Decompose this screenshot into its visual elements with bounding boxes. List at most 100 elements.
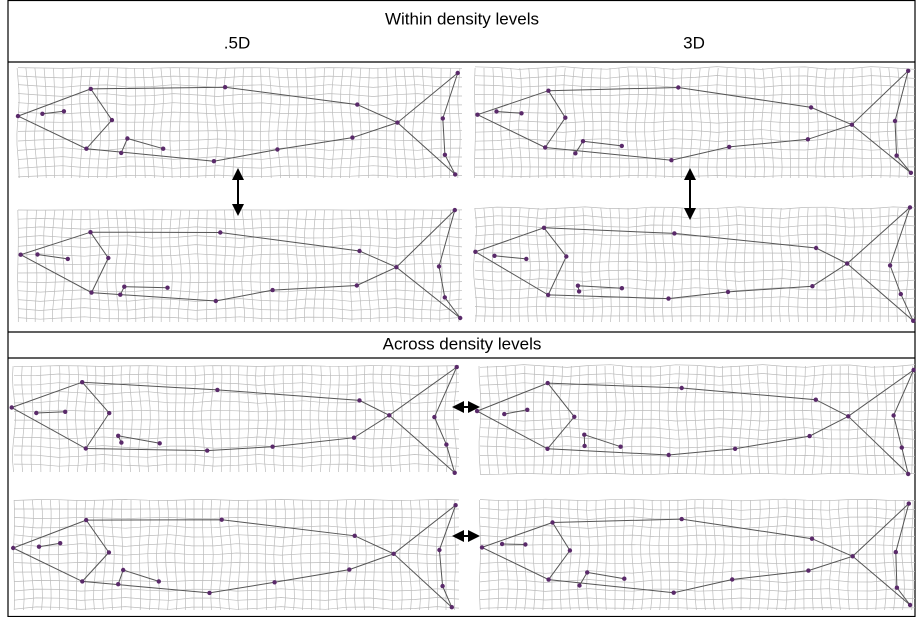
grid-line xyxy=(479,427,916,431)
landmark xyxy=(894,153,899,158)
grid-line xyxy=(349,209,353,322)
grid-line xyxy=(13,409,460,413)
grid-line xyxy=(259,209,263,322)
grid-line xyxy=(479,436,916,440)
grid-line xyxy=(17,262,463,266)
grid-line xyxy=(116,67,118,179)
grid-line xyxy=(196,67,200,179)
landmark xyxy=(618,444,623,449)
landmark xyxy=(577,583,582,588)
grid-line xyxy=(13,445,460,449)
grid-line xyxy=(17,84,463,88)
grid-line xyxy=(138,365,142,473)
grid-line xyxy=(70,67,73,179)
grid-line xyxy=(133,209,137,322)
landmark xyxy=(679,385,684,391)
grid-line xyxy=(418,365,420,473)
grid-line xyxy=(509,67,513,179)
landmark xyxy=(523,542,528,547)
grid-line xyxy=(292,365,294,473)
landmark xyxy=(619,286,625,291)
grid-line xyxy=(84,365,88,473)
fish-outline xyxy=(481,503,910,557)
grid-line xyxy=(479,507,916,511)
section-title: Across density levels xyxy=(383,334,542,353)
fish-outline xyxy=(584,434,621,448)
grid-line xyxy=(802,365,806,475)
landmark xyxy=(850,554,855,559)
grid-line xyxy=(479,418,916,422)
landmark xyxy=(88,86,94,92)
landmark xyxy=(546,577,551,582)
grid-line xyxy=(833,207,837,323)
grid-line xyxy=(273,365,277,473)
grid-line xyxy=(581,207,585,323)
landmark xyxy=(109,117,115,123)
grid-line xyxy=(453,365,457,473)
grid-line xyxy=(79,67,83,179)
landmark xyxy=(479,545,485,550)
landmark xyxy=(272,580,277,585)
grid-line xyxy=(712,499,716,611)
grid-line xyxy=(210,365,214,473)
grid-line xyxy=(367,209,371,323)
grid-line xyxy=(479,410,916,412)
fish-outline xyxy=(504,409,528,415)
grid-line xyxy=(17,174,463,178)
grid-line xyxy=(403,67,407,179)
landmark xyxy=(545,380,550,386)
landmark xyxy=(543,145,548,150)
landmark xyxy=(808,105,814,110)
landmark xyxy=(440,583,445,589)
landmark xyxy=(671,590,676,595)
grid-line xyxy=(358,67,362,179)
fish-outline xyxy=(13,504,456,555)
landmark xyxy=(892,118,898,124)
grid-line xyxy=(479,544,916,546)
grid-line xyxy=(17,93,463,97)
landmark xyxy=(355,102,360,107)
landmark xyxy=(546,292,551,298)
landmark xyxy=(275,147,280,152)
grid-line xyxy=(183,365,187,473)
landmark xyxy=(813,245,819,251)
grid-line xyxy=(820,499,824,611)
grid-line xyxy=(142,67,146,179)
landmark xyxy=(458,315,463,321)
grid-line xyxy=(242,67,244,179)
grid-line xyxy=(151,67,155,179)
grid-line xyxy=(13,454,460,458)
grid-line xyxy=(474,296,916,300)
grid-line xyxy=(421,209,425,322)
grid-line xyxy=(757,499,761,611)
grid-line xyxy=(824,67,828,179)
grid-line xyxy=(12,365,16,473)
grid-line xyxy=(501,207,503,323)
grid-line xyxy=(722,366,724,475)
grid-line xyxy=(17,226,463,230)
grid-line xyxy=(559,499,563,611)
grid-line xyxy=(617,207,621,323)
fish-outline xyxy=(20,209,456,268)
grid-line xyxy=(806,207,810,323)
grid-line xyxy=(479,498,916,502)
landmark xyxy=(444,442,449,447)
grid-line xyxy=(770,207,774,323)
fish-outline xyxy=(476,369,914,417)
grid-line xyxy=(13,436,460,440)
grid-line xyxy=(613,365,617,475)
landmark xyxy=(908,170,914,175)
deformation-panel xyxy=(473,205,916,323)
grid-line xyxy=(341,209,343,322)
fish-outline xyxy=(120,138,128,154)
grid-line xyxy=(707,67,711,179)
landmark xyxy=(524,256,529,262)
grid-line xyxy=(474,233,916,237)
landmark xyxy=(494,109,499,114)
grid-line xyxy=(61,209,65,322)
grid-line xyxy=(590,207,594,323)
grid-line xyxy=(599,207,603,323)
grid-line xyxy=(474,138,916,142)
grid-line xyxy=(479,597,916,601)
